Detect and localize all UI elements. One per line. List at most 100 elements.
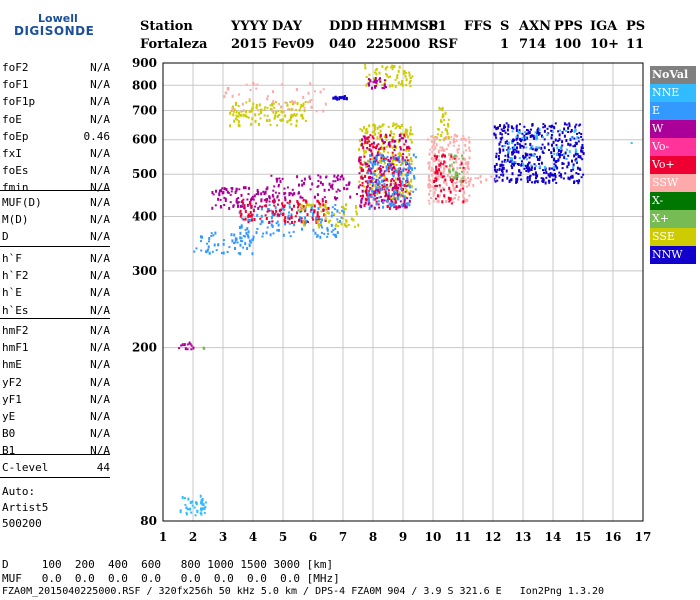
point — [453, 154, 456, 157]
point — [398, 205, 401, 208]
point — [375, 186, 378, 190]
point — [363, 151, 366, 154]
point — [255, 106, 258, 110]
point — [276, 114, 279, 118]
point — [544, 124, 546, 128]
point — [399, 126, 401, 129]
point — [512, 127, 515, 130]
point — [395, 157, 398, 160]
point — [507, 153, 510, 157]
point — [385, 200, 388, 202]
point — [328, 182, 331, 186]
point — [549, 172, 552, 176]
point — [377, 143, 380, 146]
point — [242, 113, 245, 117]
point — [529, 142, 532, 146]
point — [278, 113, 281, 116]
point — [581, 158, 584, 161]
point — [402, 177, 405, 180]
point — [371, 152, 374, 155]
point — [304, 210, 307, 213]
point — [499, 131, 502, 135]
point — [242, 198, 245, 201]
point — [440, 172, 442, 176]
point — [283, 187, 286, 190]
point — [458, 157, 461, 160]
point — [546, 127, 549, 130]
point — [228, 206, 231, 210]
point — [377, 178, 380, 181]
point — [298, 218, 300, 222]
point — [397, 152, 400, 155]
point — [405, 168, 407, 171]
point — [229, 124, 232, 128]
point — [567, 176, 570, 180]
header-value-yyyy: 2015 — [231, 37, 268, 52]
point — [390, 195, 393, 198]
point — [550, 151, 553, 155]
point — [284, 198, 287, 202]
point — [376, 186, 379, 189]
point — [455, 156, 458, 160]
point — [537, 146, 540, 149]
point — [336, 218, 339, 221]
point — [449, 141, 452, 145]
y-tick-label: 500 — [132, 167, 157, 181]
point — [460, 180, 463, 184]
point — [382, 205, 385, 209]
point — [203, 507, 206, 510]
cluster-e — [367, 153, 417, 210]
point — [379, 146, 382, 150]
point — [327, 206, 330, 210]
point — [543, 129, 546, 133]
point — [392, 179, 395, 182]
point — [241, 199, 244, 202]
point — [504, 160, 507, 163]
point — [385, 168, 388, 172]
point — [523, 167, 526, 170]
point — [443, 148, 446, 152]
point — [275, 111, 278, 114]
x-tick-label: 13 — [515, 530, 532, 544]
point — [404, 205, 407, 209]
point — [567, 161, 570, 164]
point — [467, 176, 469, 179]
point — [378, 160, 381, 163]
point — [534, 131, 537, 134]
point — [438, 163, 441, 167]
point — [332, 97, 335, 100]
point — [364, 163, 367, 166]
point — [569, 138, 572, 142]
point — [248, 244, 251, 247]
point — [318, 201, 321, 205]
point — [250, 204, 253, 208]
point — [235, 187, 238, 191]
point — [302, 221, 305, 225]
param-value: N/A — [90, 375, 110, 389]
point — [241, 102, 244, 106]
point — [179, 509, 182, 512]
header-label-ps: PS — [626, 19, 646, 34]
point — [406, 177, 409, 181]
point — [252, 209, 255, 213]
point — [457, 198, 460, 201]
point — [255, 202, 258, 205]
point — [553, 163, 556, 166]
point — [408, 203, 411, 207]
point — [392, 182, 395, 185]
point — [319, 203, 322, 207]
point — [413, 176, 416, 180]
point — [242, 186, 245, 190]
point — [439, 170, 442, 173]
point — [392, 173, 395, 177]
point — [506, 158, 509, 162]
point — [578, 131, 581, 134]
point — [276, 195, 279, 198]
point — [376, 167, 379, 170]
point — [296, 101, 299, 105]
point — [396, 189, 399, 193]
point — [509, 157, 512, 160]
point — [539, 155, 541, 159]
point — [498, 176, 501, 179]
param-value: N/A — [90, 269, 110, 283]
